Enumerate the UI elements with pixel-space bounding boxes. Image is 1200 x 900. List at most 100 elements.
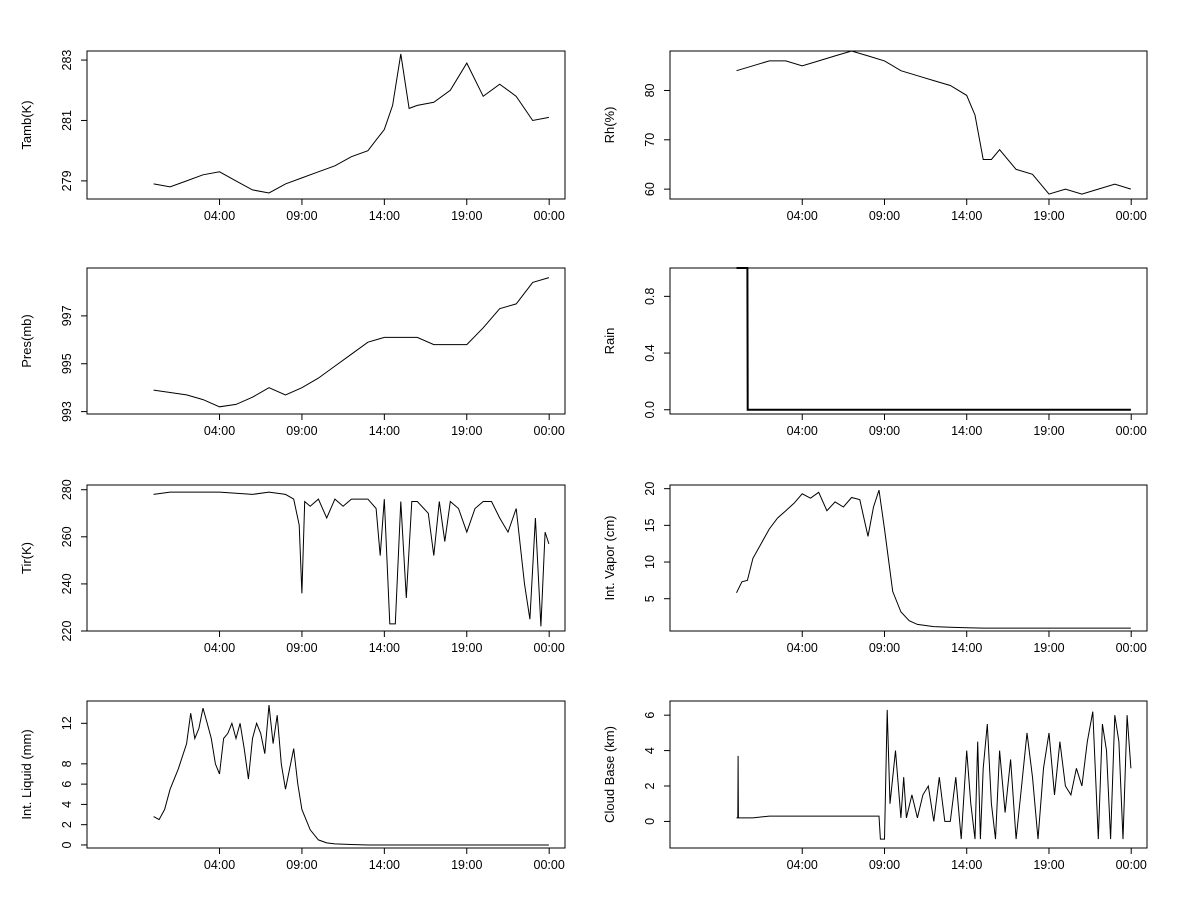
y-tick-label: 260 xyxy=(60,526,74,547)
y-tick-label: 4 xyxy=(643,747,657,754)
y-tick-label: 6 xyxy=(643,712,657,719)
y-axis-label: Pres(mb) xyxy=(19,314,34,367)
y-tick-label: 0.4 xyxy=(643,344,657,361)
x-tick-label: 09:00 xyxy=(286,424,317,438)
plot-frame xyxy=(669,484,1148,632)
y-tick-label: 281 xyxy=(60,110,74,131)
y-axis-label: Rain xyxy=(602,328,617,355)
y-tick-label: 0 xyxy=(643,818,657,825)
x-tick-label: 04:00 xyxy=(204,641,235,655)
x-tick-label: 04:00 xyxy=(787,424,818,438)
y-tick-label: 2 xyxy=(60,821,74,828)
x-tick-label: 19:00 xyxy=(1033,641,1064,655)
y-tick-label: 80 xyxy=(643,83,657,97)
x-tick-label: 09:00 xyxy=(869,209,900,223)
panel-1: 04:00 09:00 14:00 19:00 00:00 279 281 283 Tamb(K… xyxy=(19,50,566,223)
x-tick-label: 09:00 xyxy=(286,641,317,655)
x-tick-label: 14:00 xyxy=(951,424,982,438)
y-tick-label: 997 xyxy=(60,305,74,326)
x-tick-label: 14:00 xyxy=(951,858,982,872)
y-axis-label: Tamb(K) xyxy=(19,100,34,149)
y-tick-label: 8 xyxy=(60,760,74,767)
x-tick-label: 00:00 xyxy=(534,424,565,438)
x-tick-label: 19:00 xyxy=(451,424,482,438)
y-tick-label: 10 xyxy=(643,555,657,569)
plot-frame xyxy=(86,50,566,200)
y-tick-label: 60 xyxy=(643,182,657,196)
x-tick-label: 14:00 xyxy=(951,641,982,655)
y-tick-label: 283 xyxy=(60,50,74,71)
y-tick-label: 240 xyxy=(60,573,74,594)
x-tick-label: 19:00 xyxy=(451,858,482,872)
y-tick-label: 279 xyxy=(60,170,74,191)
series-line xyxy=(736,50,1132,195)
panel-7: 04:00 09:00 14:00 19:00 00:00 0 2 4 6 8 12 Int. Liq… xyxy=(19,700,566,872)
y-tick-label: 2 xyxy=(643,782,657,789)
x-tick-label: 00:00 xyxy=(1116,858,1147,872)
x-tick-label: 00:00 xyxy=(534,641,565,655)
panel-3: 04:00 09:00 14:00 19:00 00:00 993 995 997 Pres(m… xyxy=(19,267,566,438)
series-line xyxy=(153,705,549,846)
x-tick-label: 00:00 xyxy=(1116,209,1147,223)
y-tick-label: 20 xyxy=(643,482,657,496)
x-tick-label: 09:00 xyxy=(286,858,317,872)
plot-frame xyxy=(86,484,566,632)
x-tick-label: 04:00 xyxy=(204,858,235,872)
x-tick-label: 19:00 xyxy=(451,209,482,223)
panel-4: 04:00 09:00 14:00 19:00 00:00 0.0 0.4 0.8 Rain xyxy=(602,267,1148,438)
y-axis-label: Rh(%) xyxy=(602,107,617,144)
y-tick-label: 4 xyxy=(60,801,74,808)
y-axis-label: Cloud Base (km) xyxy=(602,726,617,823)
x-tick-label: 09:00 xyxy=(869,858,900,872)
series-line xyxy=(153,53,549,194)
x-tick-label: 14:00 xyxy=(369,641,400,655)
panel-8: 04:00 09:00 14:00 19:00 00:00 0 2 4 6 Cloud Base … xyxy=(602,700,1148,872)
x-tick-label: 04:00 xyxy=(787,641,818,655)
x-tick-label: 04:00 xyxy=(204,209,235,223)
x-tick-label: 14:00 xyxy=(369,209,400,223)
y-tick-label: 6 xyxy=(60,781,74,788)
y-axis-label: Int. Liquid (mm) xyxy=(19,729,34,819)
y-tick-label: 220 xyxy=(60,621,74,642)
x-tick-label: 04:00 xyxy=(204,424,235,438)
panel-2: 04:00 09:00 14:00 19:00 00:00 60 70 80 Rh(%) xyxy=(602,50,1148,223)
panel-6: 04:00 09:00 14:00 19:00 00:00 5 10 15 20 Int. Vap… xyxy=(602,482,1148,655)
x-tick-label: 04:00 xyxy=(787,858,818,872)
plot-frame xyxy=(669,267,1148,415)
x-tick-label: 19:00 xyxy=(1033,858,1064,872)
y-tick-label: 12 xyxy=(60,716,74,730)
x-tick-label: 09:00 xyxy=(286,209,317,223)
y-tick-label: 5 xyxy=(643,595,657,602)
x-tick-label: 14:00 xyxy=(369,858,400,872)
series-line xyxy=(736,709,1132,840)
series-line xyxy=(153,491,550,627)
x-tick-label: 00:00 xyxy=(534,858,565,872)
y-tick-label: 993 xyxy=(60,401,74,422)
plot-frame xyxy=(86,700,566,849)
x-tick-label: 19:00 xyxy=(1033,424,1064,438)
y-tick-label: 0 xyxy=(60,841,74,848)
x-tick-label: 04:00 xyxy=(787,209,818,223)
series-line xyxy=(153,277,550,408)
x-tick-label: 09:00 xyxy=(869,424,900,438)
x-tick-label: 14:00 xyxy=(369,424,400,438)
y-tick-label: 995 xyxy=(60,353,74,374)
y-tick-label: 70 xyxy=(643,133,657,147)
x-tick-label: 00:00 xyxy=(1116,641,1147,655)
series-line xyxy=(736,267,1131,411)
x-tick-label: 19:00 xyxy=(451,641,482,655)
series-line xyxy=(736,489,1131,629)
panel-5: 04:00 09:00 14:00 19:00 00:00 220 240 260 280 Tir… xyxy=(19,479,566,655)
x-tick-label: 09:00 xyxy=(869,641,900,655)
y-tick-label: 0.8 xyxy=(643,288,657,305)
x-tick-label: 14:00 xyxy=(951,209,982,223)
y-tick-label: 280 xyxy=(60,479,74,500)
y-axis-label: Int. Vapor (cm) xyxy=(602,515,617,600)
x-tick-label: 00:00 xyxy=(1116,424,1147,438)
y-tick-label: 15 xyxy=(643,518,657,532)
x-tick-label: 19:00 xyxy=(1033,209,1064,223)
y-axis-label: Tir(K) xyxy=(19,542,34,574)
y-tick-label: 0.0 xyxy=(643,401,657,418)
x-tick-label: 00:00 xyxy=(534,209,565,223)
